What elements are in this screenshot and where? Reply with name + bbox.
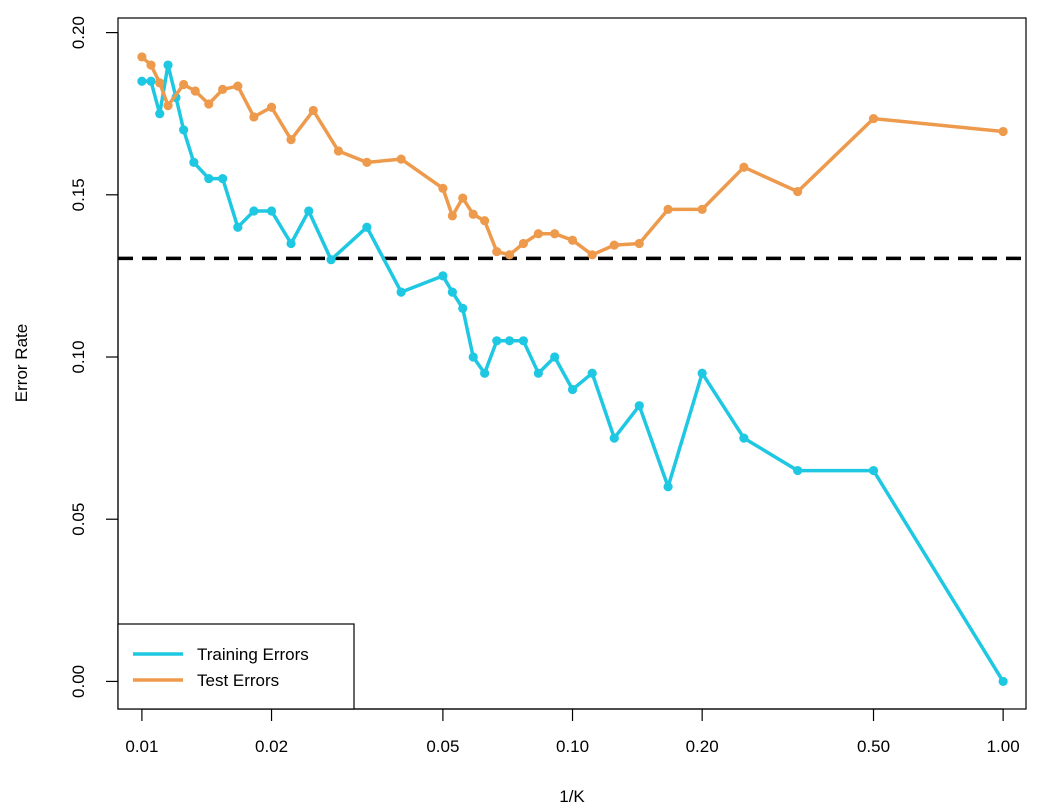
y-tick-label: 0.20 [69,16,88,49]
data-point-series-0 [362,222,372,232]
data-point-series-0 [204,173,214,184]
legend-box [117,623,355,710]
data-point-series-1 [179,79,189,90]
legend: Training Errors Test Errors [117,623,355,710]
data-point-series-0 [189,157,199,167]
data-point-series-0 [739,433,749,443]
data-point-series-0 [163,60,173,70]
data-point-series-1 [458,193,468,203]
data-point-series-0 [438,271,448,281]
x-tick-label: 0.50 [857,737,890,756]
data-point-series-0 [468,352,478,362]
data-point-series-0 [179,125,189,135]
data-point-series-0 [458,303,468,313]
data-point-series-0 [550,352,560,362]
data-point-series-0 [249,206,259,216]
data-point-series-0 [868,465,879,476]
series-line-0 [141,63,1005,683]
data-point-series-1 [504,250,515,260]
data-point-series-0 [587,368,597,378]
x-tick-label: 0.01 [125,737,158,756]
data-point-series-1 [362,157,372,167]
data-point-series-0 [326,255,336,265]
data-point-series-0 [266,206,277,216]
data-point-series-1 [249,112,259,122]
data-point-series-1 [533,229,543,239]
data-point-series-1 [697,204,707,215]
x-tick-label: 0.05 [426,737,459,756]
data-point-series-1 [308,105,318,116]
data-point-series-0 [396,287,406,297]
data-point-series-0 [793,465,803,476]
data-point-series-1 [492,246,502,257]
data-point-series-0 [137,76,147,86]
data-point-series-0 [567,384,578,395]
data-point-series-1 [204,99,214,109]
data-point-series-0 [447,287,457,297]
data-point-series-0 [480,368,490,378]
y-tick-label: 0.05 [69,503,88,536]
data-point-series-0 [233,222,243,232]
series-layer [137,52,1008,687]
data-point-series-0 [286,238,296,249]
data-point-series-0 [533,368,543,378]
x-tick-label: 0.10 [556,737,589,756]
data-point-series-1 [286,135,296,145]
data-point-series-0 [634,401,644,411]
y-tick-label: 0.10 [69,340,88,373]
data-point-series-1 [868,113,879,124]
x-tick-label: 0.02 [255,737,288,756]
legend-label-training: Training Errors [197,645,309,664]
data-point-series-1 [739,162,749,172]
data-point-series-1 [190,86,200,96]
data-point-series-1 [518,238,529,249]
data-point-series-1 [218,84,228,94]
data-point-series-1 [609,240,619,250]
series-line-1 [140,55,1004,257]
y-axis: 0.00 0.05 0.10 0.15 0.20 [69,16,119,698]
data-point-series-0 [146,76,156,86]
data-point-series-1 [233,81,243,91]
data-point-series-0 [218,173,228,184]
data-point-series-1 [333,146,344,156]
y-tick-label: 0.00 [69,665,88,698]
data-point-series-0 [609,433,619,443]
data-point-series-1 [793,186,803,197]
data-point-series-0 [504,336,515,346]
data-point-series-0 [492,336,502,346]
data-point-series-1 [587,250,597,260]
data-point-series-1 [137,52,147,62]
data-point-series-1 [447,211,457,221]
data-point-series-0 [663,482,673,492]
x-tick-label: 0.20 [686,737,719,756]
data-point-series-1 [567,235,578,245]
data-point-series-1 [163,100,173,111]
data-point-series-1 [266,102,277,112]
data-point-series-1 [480,216,490,226]
data-point-series-1 [155,78,165,88]
data-point-series-1 [634,238,644,249]
y-axis-title: Error Rate [12,324,31,402]
data-point-series-1 [438,183,448,193]
x-axis: 0.01 0.02 0.05 0.10 0.20 0.50 1.00 [125,708,1020,756]
x-axis-title: 1/K [559,787,585,806]
data-point-series-1 [550,229,560,239]
data-point-series-0 [518,336,529,346]
y-tick-label: 0.15 [69,178,88,211]
data-point-series-1 [998,126,1008,137]
data-point-series-0 [155,109,165,119]
x-tick-label: 1.00 [987,737,1020,756]
data-point-series-0 [998,676,1008,687]
data-point-series-0 [304,206,314,216]
data-point-series-1 [468,209,478,219]
legend-label-test: Test Errors [197,671,279,690]
data-point-series-1 [663,204,673,215]
data-point-series-1 [396,154,406,164]
data-point-series-0 [697,368,707,378]
data-point-series-1 [146,60,156,70]
